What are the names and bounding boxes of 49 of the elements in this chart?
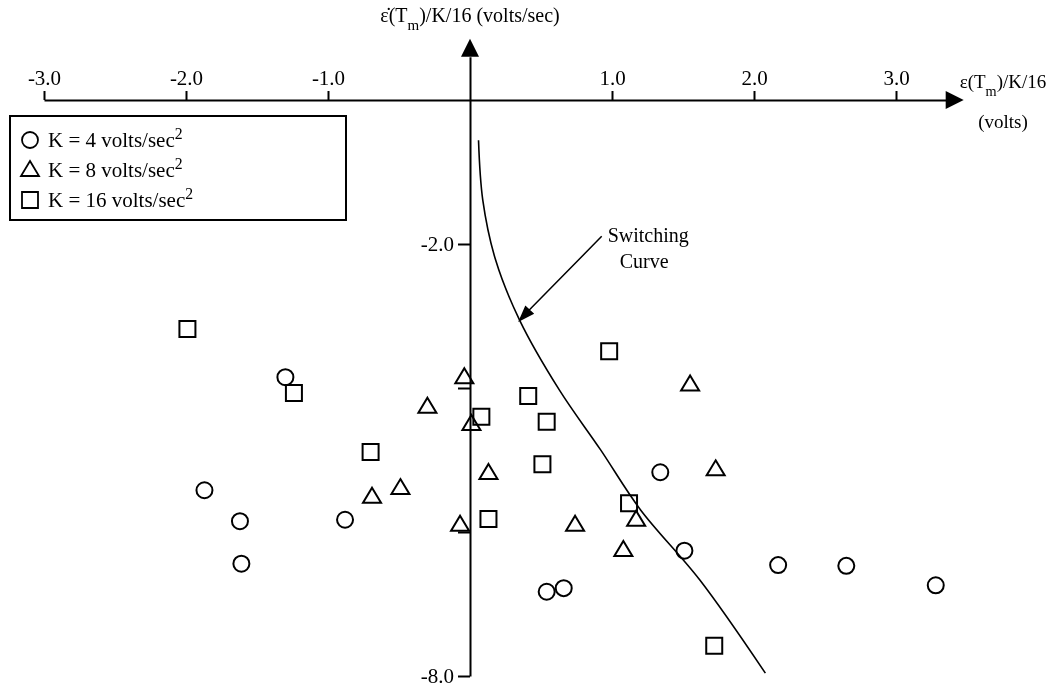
point [284, 384, 303, 403]
point [620, 494, 639, 513]
point [613, 540, 634, 557]
point [232, 554, 251, 573]
x-tick-label: 2.0 [741, 66, 768, 90]
x-tick-label: -1.0 [311, 66, 346, 90]
point [195, 481, 214, 500]
x-tick-label: 1.0 [599, 66, 626, 90]
point [361, 443, 380, 462]
legend-label: K = 16 volts/sec$^{2}$ [48, 184, 194, 212]
point [450, 514, 471, 532]
point [837, 556, 856, 575]
point [417, 396, 438, 414]
point [178, 319, 197, 338]
x-tick-label: 3.0 [883, 66, 910, 90]
point [769, 556, 788, 575]
point [479, 510, 498, 529]
point [478, 462, 499, 480]
point [680, 374, 701, 392]
point [519, 386, 538, 405]
point [554, 579, 573, 598]
point [362, 486, 383, 504]
x-tick-label: -3.0 [27, 66, 62, 90]
point [675, 541, 694, 560]
point [336, 510, 355, 529]
point [705, 636, 724, 655]
legend-label: K = 8 volts/sec$^{2}$ [48, 154, 183, 182]
point [651, 463, 670, 482]
point [626, 509, 647, 527]
y-axis-title: ε̇(T$_{m}$)/K/16 (volts/sec) [380, 4, 560, 33]
point [705, 459, 726, 477]
point [276, 368, 295, 387]
point [533, 455, 552, 474]
annotation: Switching Curve [607, 224, 689, 273]
point [461, 414, 482, 431]
point [472, 407, 491, 426]
point [390, 478, 411, 496]
point [926, 576, 945, 595]
point [600, 342, 619, 361]
x-axis-title: ε(T$_{m}$)/K/16 (volts) [959, 71, 1047, 133]
point [565, 514, 586, 532]
legend-label: K = 4 volts/sec$^{2}$ [48, 124, 183, 152]
x-tick-label: -2.0 [169, 66, 204, 90]
point [537, 412, 556, 431]
point [537, 582, 556, 601]
y-tick-label: -8.0 [420, 664, 454, 689]
point [454, 367, 475, 385]
point [230, 512, 249, 531]
line-series [477, 139, 767, 674]
